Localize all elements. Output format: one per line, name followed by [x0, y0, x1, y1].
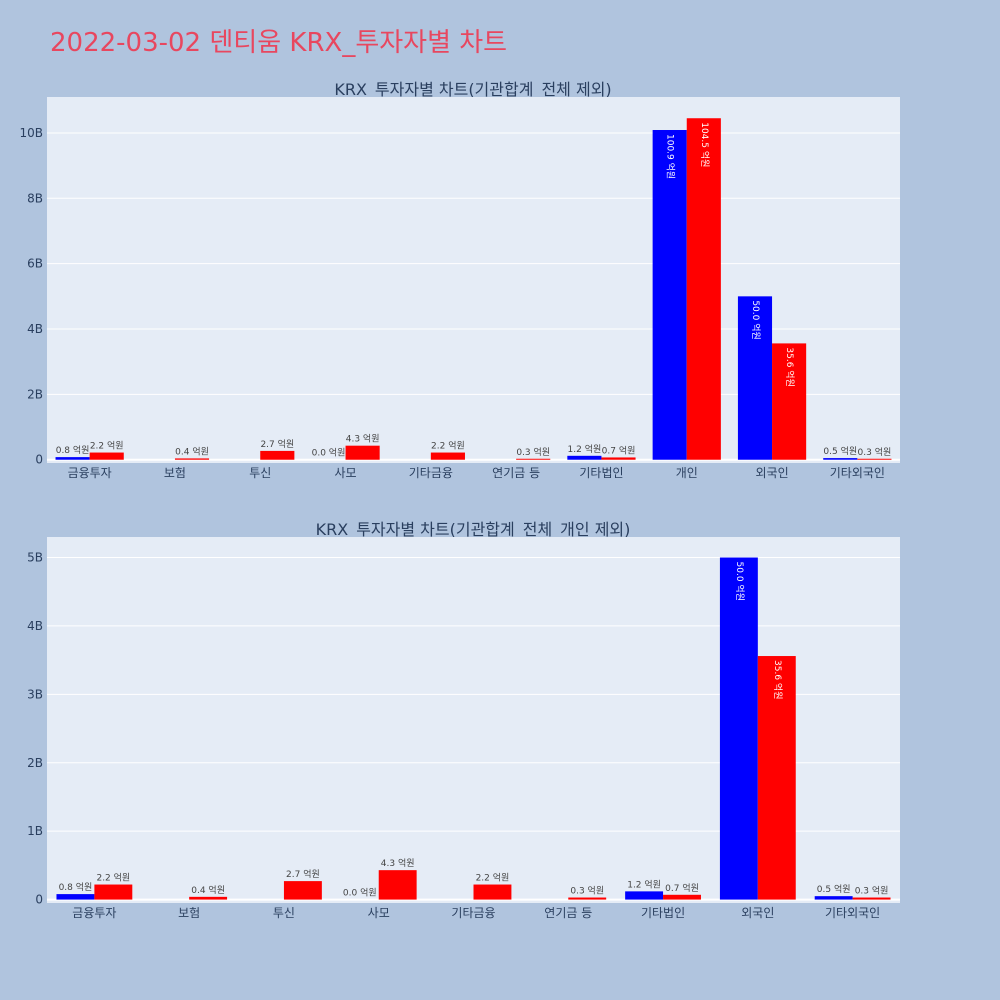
chart-title: KRX_투자자별 차트(기관합계_전체 제외) [334, 80, 611, 100]
x-tick-label: 사모 [335, 466, 357, 480]
data-label: 1.2 억원 [627, 878, 661, 890]
y-tick-label: 3B [27, 687, 43, 701]
bar [737, 296, 773, 460]
chart-title: KRX_투자자별 차트(기관합계_전체_개인 제외) [316, 520, 631, 540]
y-tick-label: 10B [19, 126, 43, 140]
x-tick-label: 외국인 [755, 466, 788, 480]
data-label: 100.9 억원 [665, 134, 677, 179]
data-label: 0.3 억원 [516, 446, 550, 458]
data-label: 35.6 억원 [784, 347, 796, 386]
bar [625, 891, 664, 900]
bar [663, 894, 701, 900]
y-tick-label: 1B [27, 824, 43, 838]
bar [56, 894, 95, 900]
x-tick-label: 사모 [368, 906, 390, 920]
x-tick-label: 기타금융 [451, 906, 495, 920]
data-label: 2.2 억원 [90, 440, 124, 452]
chart-top: KRX_투자자별 차트(기관합계_전체 제외) 0 2B 4B 6B 8B 10B 금융투자… [19, 80, 900, 480]
bar [345, 445, 380, 460]
data-label: 1.2 억원 [568, 443, 602, 455]
bar [516, 458, 551, 460]
data-label: 2.2 억원 [476, 872, 510, 884]
data-label: 0.4 억원 [175, 445, 209, 457]
bar [89, 452, 124, 460]
bar [260, 450, 295, 460]
y-tick-label: 6B [27, 257, 43, 271]
x-tick-label: 연기금 등 [492, 466, 540, 480]
data-label: 2.7 억원 [286, 868, 320, 880]
bar [189, 896, 228, 900]
data-label: 0.3 억원 [570, 885, 604, 897]
x-tick-label: 보험 [178, 906, 200, 920]
x-tick-label: 기타법인 [579, 466, 623, 480]
x-tick-label: 기타금융 [409, 466, 453, 480]
x-tick-label: 기타법인 [641, 906, 685, 920]
bar [473, 884, 512, 900]
y-tick-label: 0 [35, 453, 43, 467]
x-tick-label: 금융투자 [72, 906, 116, 920]
data-label: 0.0 억원 [343, 887, 377, 899]
bar [601, 457, 636, 460]
data-label: 0.7 억원 [665, 882, 699, 894]
y-tick-label: 4B [27, 619, 43, 633]
bar [430, 452, 465, 460]
bar [94, 884, 133, 900]
bar [378, 870, 417, 900]
bar [567, 455, 602, 460]
bar [55, 457, 90, 460]
bar [757, 656, 796, 900]
data-label: 0.3 억원 [858, 446, 892, 458]
x-tick-label: 금융투자 [68, 466, 112, 480]
data-label: 35.6 억원 [772, 660, 784, 699]
chart-bottom: KRX_투자자별 차트(기관합계_전체_개인 제외) 0 1B 2B 3B 4B 5B 금융… [27, 520, 900, 920]
y-tick-label: 2B [27, 756, 43, 770]
data-label: 4.3 억원 [346, 433, 380, 445]
bar [857, 458, 892, 460]
data-label: 0.3 억원 [855, 885, 889, 897]
bar [823, 458, 858, 460]
data-label: 0.0 억원 [312, 447, 346, 459]
bar [686, 118, 721, 460]
y-tick-label: 0 [35, 893, 43, 907]
bar [772, 343, 807, 460]
y-tick-label: 2B [27, 387, 43, 401]
data-label: 0.5 억원 [817, 883, 851, 895]
x-tick-label: 외국인 [741, 906, 774, 920]
data-label: 0.8 억원 [59, 881, 93, 893]
bar [852, 897, 891, 900]
data-label: 0.8 억원 [56, 444, 90, 456]
data-label: 0.5 억원 [823, 445, 857, 457]
x-tick-label: 기타외국인 [825, 906, 880, 920]
y-tick-label: 5B [27, 551, 43, 565]
x-tick-label: 개인 [676, 466, 698, 480]
y-tick-label: 8B [27, 191, 43, 205]
x-tick-label: 연기금 등 [544, 906, 592, 920]
x-tick-label: 투신 [249, 466, 271, 480]
data-label: 50.0 억원 [734, 562, 746, 601]
data-label: 0.7 억원 [602, 444, 636, 456]
bar [174, 458, 210, 460]
x-tick-label: 보험 [164, 466, 186, 480]
data-label: 4.3 억원 [381, 857, 415, 869]
y-tick-label: 4B [27, 322, 43, 336]
data-label: 2.7 억원 [260, 438, 294, 450]
x-tick-label: 기타외국인 [830, 466, 885, 480]
bar [814, 896, 853, 900]
x-tick-label: 투신 [273, 906, 295, 920]
bar [568, 897, 607, 900]
bar [283, 881, 322, 900]
page-title: 2022-03-02 덴티움 KRX_투자자별 차트 [50, 28, 508, 58]
data-label: 104.5 억원 [699, 122, 711, 167]
data-label: 2.2 억원 [96, 872, 130, 884]
bar [719, 557, 758, 900]
bar [652, 130, 687, 460]
data-label: 50.0 억원 [750, 300, 762, 339]
data-label: 2.2 억원 [431, 440, 465, 452]
data-label: 0.4 억원 [191, 884, 225, 896]
